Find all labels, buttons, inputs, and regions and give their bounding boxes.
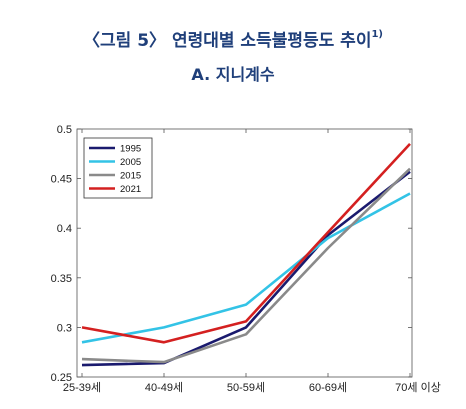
chart-series-lines <box>81 143 411 367</box>
legend-label-1995: 1995 <box>120 144 141 155</box>
series-line-2015 <box>81 167 411 364</box>
series-line-1995 <box>81 170 411 367</box>
chart-legend: 1995 2005 2015 2021 <box>83 137 153 199</box>
chart-axes <box>76 128 413 378</box>
figure-subtitle: A. 지니계수 <box>191 65 275 84</box>
figure-title: 〈그림 5〉 연령대별 소득불평등도 추이1) <box>83 29 383 51</box>
series-line-2021 <box>81 143 411 344</box>
title-footnote-mark: 1) <box>371 29 383 41</box>
chart-tick-labels: 0.25 0.3 0.35 0.4 0.45 0.5 25-39세 40-49세 50-59세 6… <box>51 124 441 394</box>
y-tick-label: 0.25 <box>51 372 72 384</box>
x-tick-label: 60-69세 <box>309 381 347 394</box>
y-tick-label: 0.45 <box>51 174 72 186</box>
y-tick-label: 0.5 <box>57 124 72 136</box>
x-tick-label: 50-59세 <box>227 381 265 394</box>
y-tick-label: 0.4 <box>57 223 72 235</box>
legend-label-2005: 2005 <box>120 157 141 168</box>
x-tick-label: 70세 이상 <box>395 381 441 394</box>
x-tick-label: 40-49세 <box>145 381 183 394</box>
legend-label-2021: 2021 <box>120 184 141 195</box>
y-tick-label: 0.35 <box>51 273 72 285</box>
x-tick-label: 25-39세 <box>63 381 101 394</box>
y-tick-label: 0.3 <box>57 322 72 334</box>
legend-label-2015: 2015 <box>120 171 141 182</box>
plot-area-frame <box>76 128 413 378</box>
